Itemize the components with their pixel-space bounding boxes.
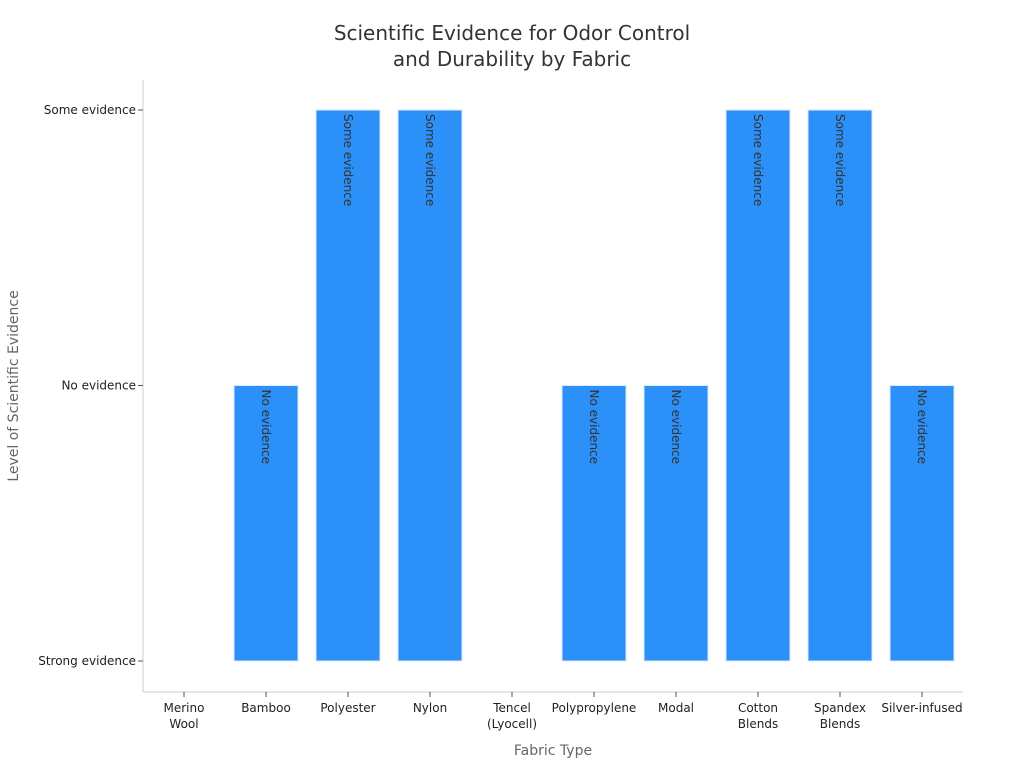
bar-data-label: No evidence <box>587 390 601 465</box>
bar-data-label: No evidence <box>669 390 683 465</box>
x-tick-label-line: Merino <box>164 701 205 715</box>
x-tick-label: Nylon <box>413 701 447 715</box>
x-tick-label-line: Polypropylene <box>552 701 637 715</box>
x-tick-label-line: Spandex <box>814 701 866 715</box>
x-tick-label: Merino Wool <box>164 701 205 731</box>
x-tick-label-line: Cotton <box>738 701 778 715</box>
y-tick-label: Strong evidence <box>38 654 136 668</box>
bar <box>397 109 463 662</box>
x-tick-label: Cotton Blends <box>738 701 778 731</box>
bar-data-label: No evidence <box>915 390 929 465</box>
bar <box>643 385 709 662</box>
bar-data-label: Some evidence <box>341 114 355 206</box>
x-tick-label: Modal <box>658 701 694 715</box>
x-tick-label-line: Wool <box>169 717 198 731</box>
x-axis-title: Fabric Type <box>514 743 592 759</box>
x-tick-label: Spandex Blends <box>814 701 866 731</box>
x-tick-label: Tencel (Lyocell) <box>487 701 537 731</box>
x-tick-label-line: Blends <box>820 717 860 731</box>
bar <box>725 109 791 662</box>
bar <box>315 109 381 662</box>
bar <box>561 385 627 662</box>
x-tick-label-line: Bamboo <box>241 701 291 715</box>
x-tick-label-line: Nylon <box>413 701 447 715</box>
y-tick-label: No evidence <box>61 379 136 393</box>
x-tick-label-line: Modal <box>658 701 694 715</box>
x-tick-label-line: Silver-infused <box>881 701 962 715</box>
x-tick-label-line: (Lyocell) <box>487 717 537 731</box>
x-tick-label-line: Polyester <box>320 701 375 715</box>
bars <box>233 109 955 662</box>
y-axis-title: Level of Scientific Evidence <box>6 290 22 481</box>
bar <box>233 385 299 662</box>
bar <box>807 109 873 662</box>
y-tick-label: Some evidence <box>44 103 136 117</box>
x-tick-label-line: Blends <box>738 717 778 731</box>
x-tick-label: Silver-infused <box>881 701 962 715</box>
bar-data-label: No evidence <box>259 390 273 465</box>
x-tick-label: Polyester <box>320 701 375 715</box>
x-tick-label-line: Tencel <box>492 701 531 715</box>
chart-title-line: Scientific Evidence for Odor Control <box>334 21 690 45</box>
bar-data-label: Some evidence <box>833 114 847 206</box>
x-ticks: Merino Wool Bamboo Polyester Nylon Tencel (Lyo… <box>164 692 963 731</box>
x-tick-label: Polypropylene <box>552 701 637 715</box>
x-tick-label: Bamboo <box>241 701 291 715</box>
data-labels: No evidence Some evidence Some evidence No … <box>259 114 929 464</box>
chart-title-line: and Durability by Fabric <box>393 47 631 71</box>
bar <box>889 385 955 662</box>
bar-data-label: Some evidence <box>751 114 765 206</box>
bar-data-label: Some evidence <box>423 114 437 206</box>
y-ticks: Strong evidence No evidence Some evidence <box>38 103 143 668</box>
chart-title: Scientific Evidence for Odor Controland … <box>334 21 690 71</box>
